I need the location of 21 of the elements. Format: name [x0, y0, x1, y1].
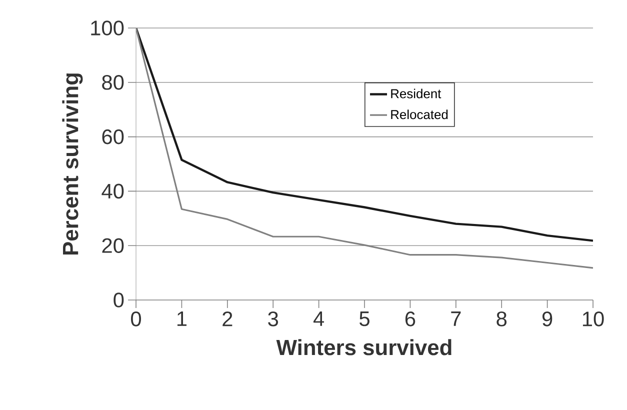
y-tick-label: 0	[114, 292, 124, 308]
y-axis-title: Percent surviving	[62, 74, 83, 254]
legend-label: Relocated	[391, 110, 448, 120]
x-tick-label: 1	[177, 312, 186, 326]
x-tick-label: 10	[582, 312, 604, 326]
y-tick-label: 40	[102, 184, 124, 199]
y-tick-label: 20	[102, 238, 124, 254]
x-tick-label: 2	[222, 312, 232, 326]
x-tick-label: 6	[405, 312, 416, 326]
x-tick-label: 0	[131, 312, 141, 326]
x-tick-label: 3	[268, 312, 278, 326]
x-axis-title: Winters survived	[276, 339, 452, 356]
y-tick-label: 60	[102, 129, 124, 144]
legend-label: Resident	[391, 88, 442, 98]
y-tick-label: 80	[102, 74, 124, 90]
x-tick-label: 8	[496, 312, 507, 326]
x-tick-label: 5	[360, 312, 370, 326]
x-tick-label: 9	[542, 312, 552, 326]
x-tick-label: 4	[313, 312, 324, 326]
x-tick-label: 7	[451, 312, 461, 326]
y-tick-label: 100	[91, 20, 124, 36]
